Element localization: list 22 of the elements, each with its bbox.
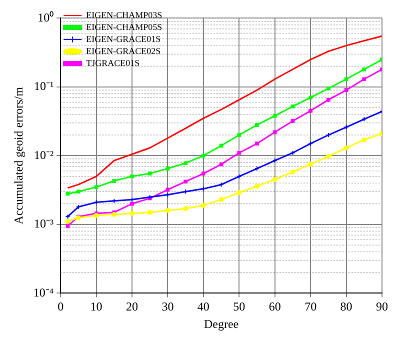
legend-label: EIGEN-GRACE02S [86,46,161,56]
x-tick-label: 40 [197,300,210,314]
x-tick-label: 20 [126,300,138,314]
y-tick-label: 10⁻⁴ [33,285,54,300]
x-tick-label: 90 [376,300,388,314]
y-tick-label: 10⁻² [34,148,54,162]
y-axis-title: Accumulated geoid errors/m [11,86,26,224]
x-axis-title: Degree [204,316,239,331]
x-tick-label: 0 [58,300,64,314]
y-tick-label: 10⁻¹ [34,79,54,94]
legend-label: TJGRACE01S [86,58,140,68]
legend-label: EIGEN-CHAMP03S [86,10,162,20]
y-tick-label: 10⁰ [38,10,54,24]
x-tick-label: 50 [233,300,246,314]
legend-label: EIGEN-CHAMP05S [86,22,162,32]
y-tick-label: 10⁻³ [34,216,54,231]
x-tick-label: 10 [90,300,102,314]
legend-label: EIGEN-GRACE01S [86,34,161,44]
x-tick-label: 60 [268,300,281,314]
x-tick-label: 80 [340,300,352,314]
x-tick-label: 30 [162,300,174,314]
x-tick-label: 70 [304,300,317,314]
